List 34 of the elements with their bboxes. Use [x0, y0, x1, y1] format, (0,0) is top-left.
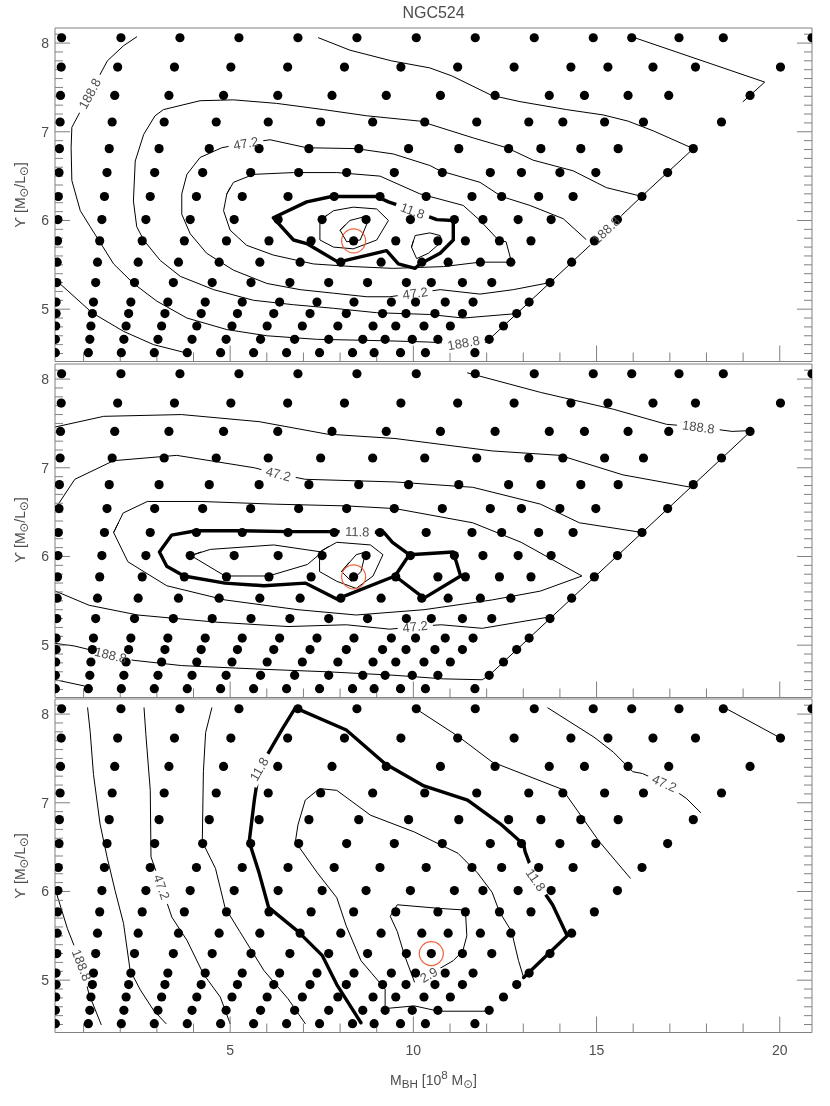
y-tick-label: 8	[41, 34, 50, 51]
annotation: 11.8	[398, 199, 427, 222]
y-tick-label: 8	[41, 370, 50, 387]
y-tick-label: 7	[41, 794, 50, 811]
annotation: 11.8	[522, 865, 549, 895]
annotation: 47.2	[232, 133, 260, 154]
x-tick-label: 20	[771, 1041, 788, 1058]
x-tick-label: 5	[226, 1041, 235, 1058]
annotation: 47.2	[150, 872, 173, 902]
y-tick-label: 6	[41, 212, 50, 229]
x-axis-title: M$_{BH}$ [10$^{8}$ M$_{⊙}$]	[389, 1066, 478, 1092]
y-tick-label: 8	[41, 705, 50, 722]
annotation: 2.9	[417, 963, 441, 986]
y-tick-label: 6	[41, 883, 50, 900]
x-tick-label: 10	[405, 1041, 422, 1058]
annotation: 11.8	[344, 523, 370, 540]
annotation: 47.2	[264, 463, 293, 484]
x-tick-label: 15	[588, 1041, 605, 1058]
annotation: 47.2	[649, 771, 679, 796]
y-tick-label: 5	[41, 301, 50, 318]
annotation: 47.2	[401, 284, 429, 303]
chart-title: NGC524	[401, 3, 466, 23]
annotation: 47.2	[401, 617, 429, 635]
annotation: 188.8	[681, 416, 716, 437]
annotation: 188.8	[446, 332, 481, 354]
y-tick-label: 7	[41, 123, 50, 140]
annotation: 11.8	[246, 754, 272, 784]
y-tick-label: 7	[41, 459, 50, 476]
y-tick-label: 5	[41, 636, 50, 653]
y-tick-label: 5	[41, 972, 50, 989]
annotation: 188.8	[93, 643, 129, 666]
annotation: 188.8	[75, 75, 105, 112]
annotation: 188.8	[68, 947, 95, 983]
y-tick-label: 6	[41, 547, 50, 564]
